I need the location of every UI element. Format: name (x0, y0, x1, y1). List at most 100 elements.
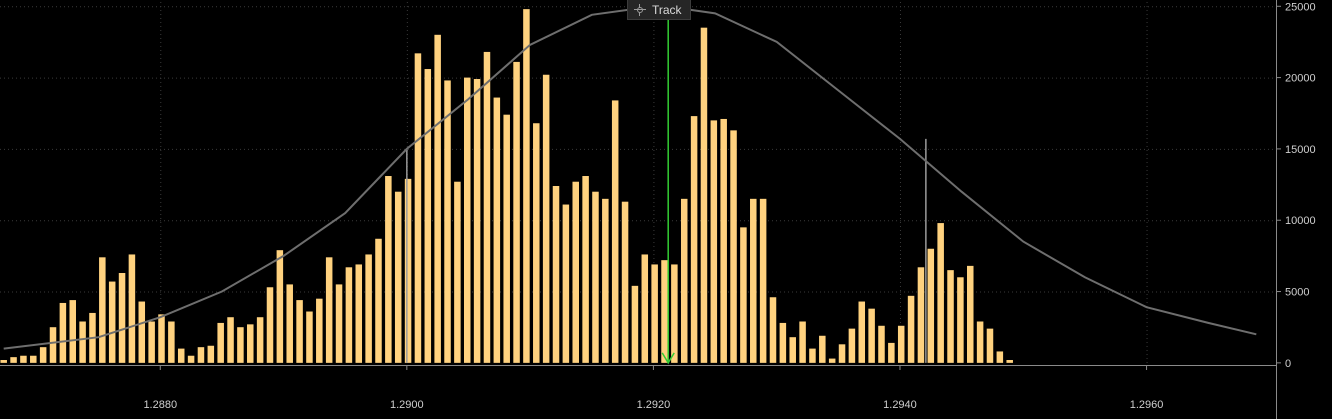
bar (473, 79, 481, 363)
bar (197, 347, 205, 363)
bar (207, 345, 215, 363)
bar (118, 273, 126, 363)
bar (957, 277, 964, 363)
bar (247, 324, 254, 363)
track-button[interactable]: Track (627, 0, 691, 20)
y-tick-label: 25000 (1285, 1, 1316, 13)
bar (365, 254, 372, 363)
bar (996, 351, 1004, 363)
bar (316, 298, 323, 363)
bar (799, 321, 806, 363)
bar (641, 254, 649, 363)
crosshair-icon (634, 3, 646, 16)
grid-lines (0, 2, 1276, 365)
bar (158, 314, 165, 363)
bar (434, 34, 441, 363)
bar (720, 118, 727, 363)
bar (404, 178, 412, 363)
bar (0, 360, 7, 363)
bar (394, 191, 402, 363)
bar (286, 284, 293, 363)
bar (927, 248, 935, 363)
bar (937, 223, 944, 363)
bar (789, 337, 796, 363)
y-tick-label: 15000 (1285, 144, 1316, 156)
bar (966, 265, 974, 363)
bar (266, 287, 274, 363)
x-tick-label: 1.2880 (143, 399, 177, 411)
bar (562, 204, 570, 363)
bar (907, 295, 915, 363)
bar (552, 185, 560, 363)
bar (306, 311, 313, 363)
bar (848, 328, 856, 363)
bar (582, 176, 589, 363)
bar (375, 238, 382, 363)
bar (611, 100, 619, 363)
bar (10, 357, 17, 363)
y-tick-label: 10000 (1285, 215, 1316, 227)
bar (621, 201, 629, 363)
bar (59, 302, 67, 363)
bar (897, 325, 905, 363)
bar (256, 317, 264, 363)
bar (858, 301, 866, 363)
bar (276, 250, 284, 363)
bar (602, 198, 609, 363)
bar (631, 285, 639, 363)
bar (454, 181, 461, 363)
bar (740, 227, 747, 363)
bar (177, 348, 185, 363)
bar (651, 264, 658, 363)
bar (542, 74, 550, 363)
bar (385, 176, 392, 363)
bar (345, 267, 353, 363)
bar (128, 254, 136, 363)
bar (680, 198, 688, 363)
distribution-curve (3, 5, 1257, 350)
bar (819, 335, 826, 363)
bar (39, 347, 47, 363)
bar (779, 322, 787, 363)
bar (700, 27, 708, 363)
bar (947, 270, 954, 363)
bar (750, 198, 757, 363)
y-tick-label: 20000 (1285, 73, 1316, 85)
x-tick-label: 1.2940 (883, 399, 917, 411)
bar (79, 321, 86, 363)
bar (355, 264, 363, 363)
bar (424, 69, 432, 363)
bar (148, 321, 155, 363)
bar (769, 297, 777, 363)
bar (523, 9, 530, 363)
bar (838, 344, 846, 363)
bar (533, 123, 540, 363)
y-tick-label: 5000 (1285, 287, 1309, 299)
bar (828, 358, 836, 363)
bar (572, 181, 579, 363)
bar (661, 260, 668, 363)
bar (503, 114, 510, 363)
bar (710, 120, 718, 363)
bar (483, 51, 491, 363)
bar (227, 317, 234, 363)
bar (168, 321, 175, 363)
bar (325, 257, 333, 363)
bar (888, 342, 895, 363)
bar (917, 267, 925, 363)
bar (690, 116, 698, 363)
bar (414, 53, 422, 363)
histogram-bars (0, 9, 1013, 363)
bar (138, 301, 146, 363)
bar (513, 61, 520, 363)
bar (20, 355, 27, 363)
bar (217, 322, 224, 363)
bar (463, 77, 471, 363)
bar (878, 325, 885, 363)
bar (809, 348, 816, 363)
track-button-label: Track (652, 2, 682, 17)
bar (30, 355, 37, 363)
bar (730, 130, 737, 363)
